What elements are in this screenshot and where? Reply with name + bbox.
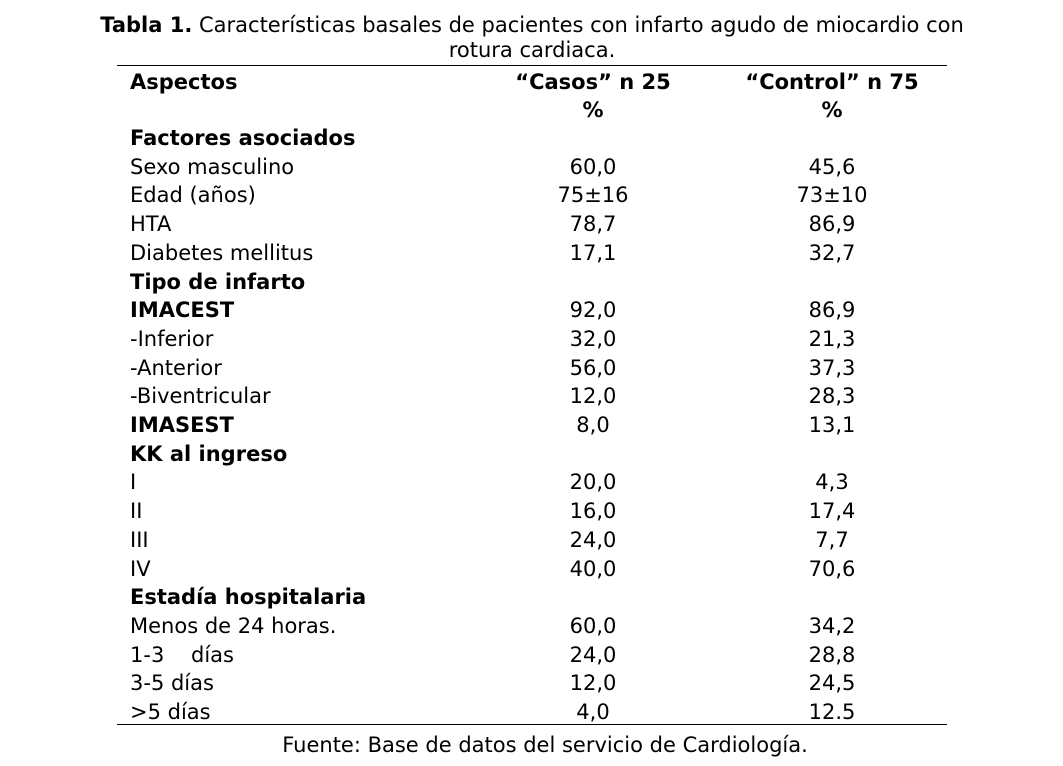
header-unit: %	[821, 98, 843, 122]
casos-cell: 4,0	[576, 700, 610, 724]
row-heading: Factores asociados	[130, 126, 356, 150]
casos-cell: 16,0	[569, 499, 617, 524]
casos-cell: 20,0	[569, 470, 617, 495]
control-cell: 7,7	[815, 527, 849, 552]
casos-cell: 75±16	[557, 183, 629, 208]
header-unit: %	[582, 98, 604, 122]
row-label: I	[130, 470, 137, 495]
row-label: Edad (años)	[130, 183, 256, 208]
row-label: >5 días	[130, 700, 211, 724]
row-label: -Biventricular	[130, 384, 271, 409]
row-label: 3-5 días	[130, 671, 214, 696]
row-heading: Estadía hospitalaria	[130, 585, 367, 610]
casos-cell: 24,0	[569, 642, 617, 667]
row-label: III	[130, 527, 149, 552]
control-cell: 21,3	[808, 326, 856, 351]
row-heading: IMACEST	[130, 298, 235, 323]
casos-cell: 17,1	[569, 240, 617, 265]
row-label: II	[130, 499, 143, 524]
control-cell: 45,6	[808, 154, 856, 179]
top-rule	[117, 65, 947, 66]
control-cell: 70,6	[808, 556, 856, 581]
header-cell: “Casos” n 25	[515, 70, 671, 94]
control-cell: 28,3	[808, 384, 856, 409]
casos-cell: 40,0	[569, 556, 617, 581]
control-cell: 32,7	[808, 240, 856, 265]
casos-cell: 56,0	[569, 355, 617, 380]
control-cell: 34,2	[808, 613, 856, 638]
row-label: 1-3 días	[130, 642, 234, 667]
casos-cell: 60,0	[569, 154, 617, 179]
casos-cell: 24,0	[569, 527, 617, 552]
title-line: Tabla 1. Características basales de paci…	[100, 12, 964, 38]
casos-cell: 32,0	[569, 326, 617, 351]
row-heading: IMASEST	[130, 413, 234, 437]
row-label: -Inferior	[130, 326, 214, 351]
control-cell: 13,1	[808, 413, 856, 437]
table-title-continuation: rotura cardiaca.	[448, 38, 616, 62]
header-cell: Aspectos	[130, 70, 238, 94]
table-title: Características basales de pacientes con…	[198, 13, 964, 37]
control-cell: 37,3	[808, 355, 856, 380]
casos-cell: 60,0	[569, 613, 617, 638]
row-label: -Anterior	[130, 355, 222, 380]
bottom-rule	[117, 724, 947, 725]
casos-cell: 92,0	[569, 298, 617, 323]
row-label: Menos de 24 horas.	[130, 613, 337, 638]
control-cell: 12.5	[808, 700, 856, 724]
row-label: Sexo masculino	[130, 154, 295, 179]
casos-cell: 78,7	[569, 212, 617, 237]
footer: Fuente: Base de datos del servicio de Ca…	[282, 733, 808, 757]
control-cell: 73±10	[796, 183, 868, 208]
control-cell: 86,9	[808, 298, 856, 323]
control-cell: 24,5	[808, 671, 856, 696]
row-label: Diabetes mellitus	[130, 240, 314, 265]
table-label: Tabla 1.	[100, 13, 193, 37]
row-label: IV	[130, 556, 151, 581]
control-cell: 17,4	[808, 499, 856, 524]
control-cell: 28,8	[808, 642, 856, 667]
control-cell: 86,9	[808, 212, 856, 237]
header-cell: “Control” n 75	[745, 70, 919, 94]
control-cell: 4,3	[815, 470, 849, 495]
casos-cell: 12,0	[569, 384, 617, 409]
casos-cell: 12,0	[569, 671, 617, 696]
row-heading: Tipo de infarto	[130, 269, 306, 294]
casos-cell: 8,0	[576, 413, 610, 437]
row-heading: KK al ingreso	[130, 441, 288, 466]
row-label: HTA	[130, 212, 172, 237]
